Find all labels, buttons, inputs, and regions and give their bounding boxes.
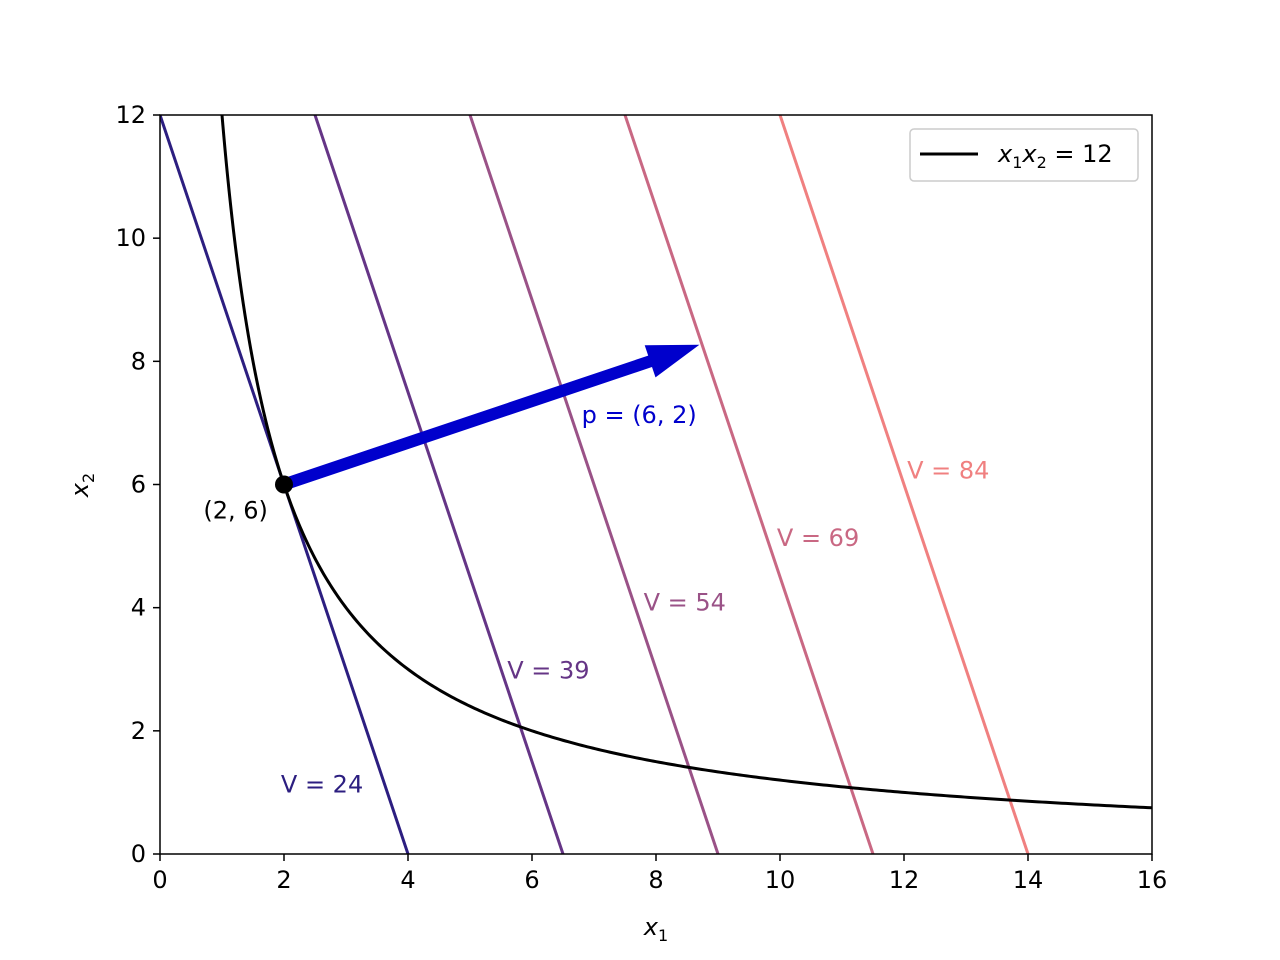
legend: x1x2 = 12 bbox=[909, 128, 1139, 182]
level-label-v-84: V = 84 bbox=[907, 456, 989, 484]
tangency-point bbox=[275, 475, 293, 494]
y-tick-label: 6 bbox=[131, 471, 146, 499]
x-tick-label: 10 bbox=[765, 866, 796, 894]
y-tick-label: 0 bbox=[131, 840, 146, 868]
level-label-v-24: V = 24 bbox=[281, 770, 363, 798]
x-tick-label: 8 bbox=[648, 866, 663, 894]
legend-entry-curve: x1x2 = 12 bbox=[997, 140, 1113, 172]
y-tick-label: 8 bbox=[131, 347, 146, 375]
level-line-v-39 bbox=[313, 115, 565, 854]
price-vector-label: p = (6, 2) bbox=[582, 401, 697, 429]
level-line-v-54 bbox=[468, 115, 720, 854]
legend-box bbox=[909, 128, 1139, 182]
x-tick-label: 12 bbox=[889, 866, 920, 894]
y-tick-label: 12 bbox=[115, 101, 146, 129]
x-tick-label: 6 bbox=[524, 866, 539, 894]
y-tick-label: 10 bbox=[115, 224, 146, 252]
x-tick-label: 14 bbox=[1013, 866, 1044, 894]
plot-frame bbox=[159, 114, 1153, 855]
y-tick-label: 4 bbox=[131, 594, 146, 622]
level-label-v-54: V = 54 bbox=[644, 589, 726, 617]
level-label-v-69: V = 69 bbox=[777, 524, 859, 552]
x-axis-label: x1 bbox=[643, 913, 668, 945]
level-label-v-39: V = 39 bbox=[507, 656, 589, 684]
curve-x1x2-equals-12 bbox=[220, 115, 1152, 810]
level-line-v-69 bbox=[623, 115, 875, 854]
x-tick-label: 2 bbox=[276, 866, 291, 894]
level-line-v-84 bbox=[778, 115, 1030, 854]
y-axis-label: x2 bbox=[66, 473, 98, 498]
price-vector-arrow bbox=[282, 344, 700, 491]
axis-ticks: 0 2 4 6 8 10 12 14 16 0 2 4 6 8 10 12 bbox=[115, 101, 1167, 894]
plot-area bbox=[160, 115, 1152, 854]
tangency-point-label: (2, 6) bbox=[203, 496, 268, 524]
x-tick-label: 0 bbox=[152, 866, 167, 894]
x-tick-label: 16 bbox=[1137, 866, 1168, 894]
annotations: V = 24 V = 39 V = 54 V = 69 V = 84 p = (6, 2)… bbox=[203, 401, 989, 799]
x-tick-label: 4 bbox=[400, 866, 415, 894]
y-tick-label: 2 bbox=[131, 717, 146, 745]
